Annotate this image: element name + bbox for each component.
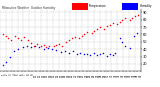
Point (20, 40, 22, 41)
Point (96, 54, 98, 56)
Point (114, 52, 117, 54)
Point (90, 32, 93, 34)
Point (32, 45, 35, 46)
Text: Milwaukee Weather  Outdoor Humidity: Milwaukee Weather Outdoor Humidity (2, 6, 55, 10)
Point (42, 49, 45, 50)
Point (21, 46, 24, 48)
Point (111, 54, 114, 56)
Point (4, 35, 7, 37)
Point (93, 30, 96, 31)
Point (61, 45, 63, 46)
Point (79, 52, 82, 54)
Point (17, 37, 20, 39)
Point (118, 21, 121, 23)
Point (55, 44, 58, 46)
Point (101, 52, 104, 54)
Point (106, 26, 108, 27)
Point (86, 53, 89, 54)
Point (80, 35, 83, 37)
Point (55, 49, 58, 51)
Point (121, 41, 124, 43)
Point (121, 20, 124, 21)
Point (68, 40, 70, 41)
Point (38, 46, 41, 48)
Point (124, 45, 127, 46)
Point (99, 26, 101, 28)
Point (7, 37, 10, 39)
Point (4, 62, 7, 63)
Text: Humidity: Humidity (139, 4, 152, 8)
Point (45, 46, 48, 48)
Point (86, 32, 89, 33)
Point (14, 35, 17, 37)
Point (108, 54, 111, 55)
Point (9, 56, 11, 57)
Point (132, 35, 135, 37)
Point (106, 55, 108, 57)
Point (89, 54, 91, 56)
Point (116, 23, 118, 25)
FancyBboxPatch shape (122, 3, 138, 10)
Point (128, 19, 131, 20)
Point (124, 18, 127, 19)
Point (131, 17, 134, 18)
Point (27, 40, 29, 41)
Point (93, 52, 96, 54)
Point (25, 45, 28, 46)
Point (134, 15, 136, 17)
Point (83, 54, 86, 55)
Point (111, 23, 114, 24)
Point (99, 54, 101, 55)
Point (76, 54, 79, 55)
Point (72, 51, 75, 52)
Point (71, 37, 73, 39)
Point (30, 46, 32, 48)
Point (51, 49, 53, 50)
Point (59, 52, 62, 53)
Text: Temperature: Temperature (89, 4, 107, 8)
Point (30, 43, 32, 44)
Point (68, 52, 70, 54)
Point (23, 37, 25, 38)
Point (83, 34, 86, 35)
Point (17, 49, 20, 50)
Point (65, 41, 68, 43)
Point (40, 46, 42, 47)
Point (78, 37, 80, 39)
Point (2, 65, 4, 66)
Point (118, 37, 121, 39)
Point (42, 44, 45, 46)
Point (34, 46, 36, 47)
Point (2, 34, 4, 35)
Point (64, 51, 66, 52)
Point (58, 43, 60, 45)
Point (48, 45, 51, 46)
Point (108, 24, 111, 26)
Point (96, 29, 98, 30)
Point (13, 51, 15, 52)
Point (128, 47, 131, 48)
Point (137, 14, 139, 15)
Point (73, 36, 76, 37)
FancyBboxPatch shape (72, 3, 88, 10)
Point (52, 46, 55, 47)
Point (10, 40, 12, 41)
Point (135, 32, 138, 34)
Point (103, 28, 105, 29)
Point (35, 43, 38, 45)
Point (47, 47, 49, 48)
